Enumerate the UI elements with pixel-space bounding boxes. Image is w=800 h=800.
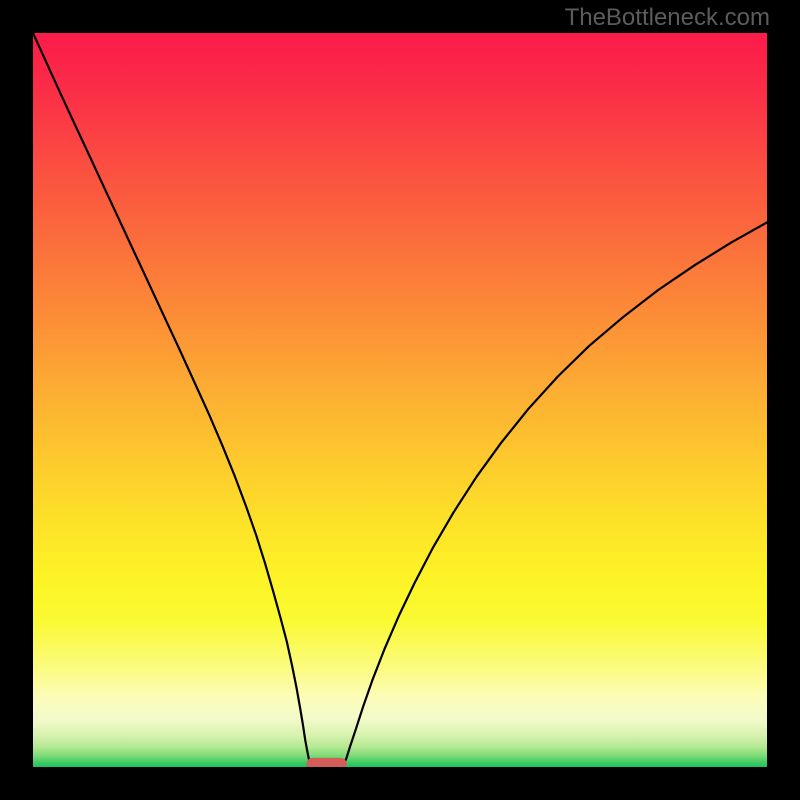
chart-background [33, 33, 767, 767]
chart-plot-area [33, 33, 767, 767]
watermark-text: TheBottleneck.com [565, 4, 770, 32]
chart-svg [33, 33, 767, 767]
outer-frame: TheBottleneck.com [0, 0, 800, 800]
optimal-marker [306, 758, 346, 767]
